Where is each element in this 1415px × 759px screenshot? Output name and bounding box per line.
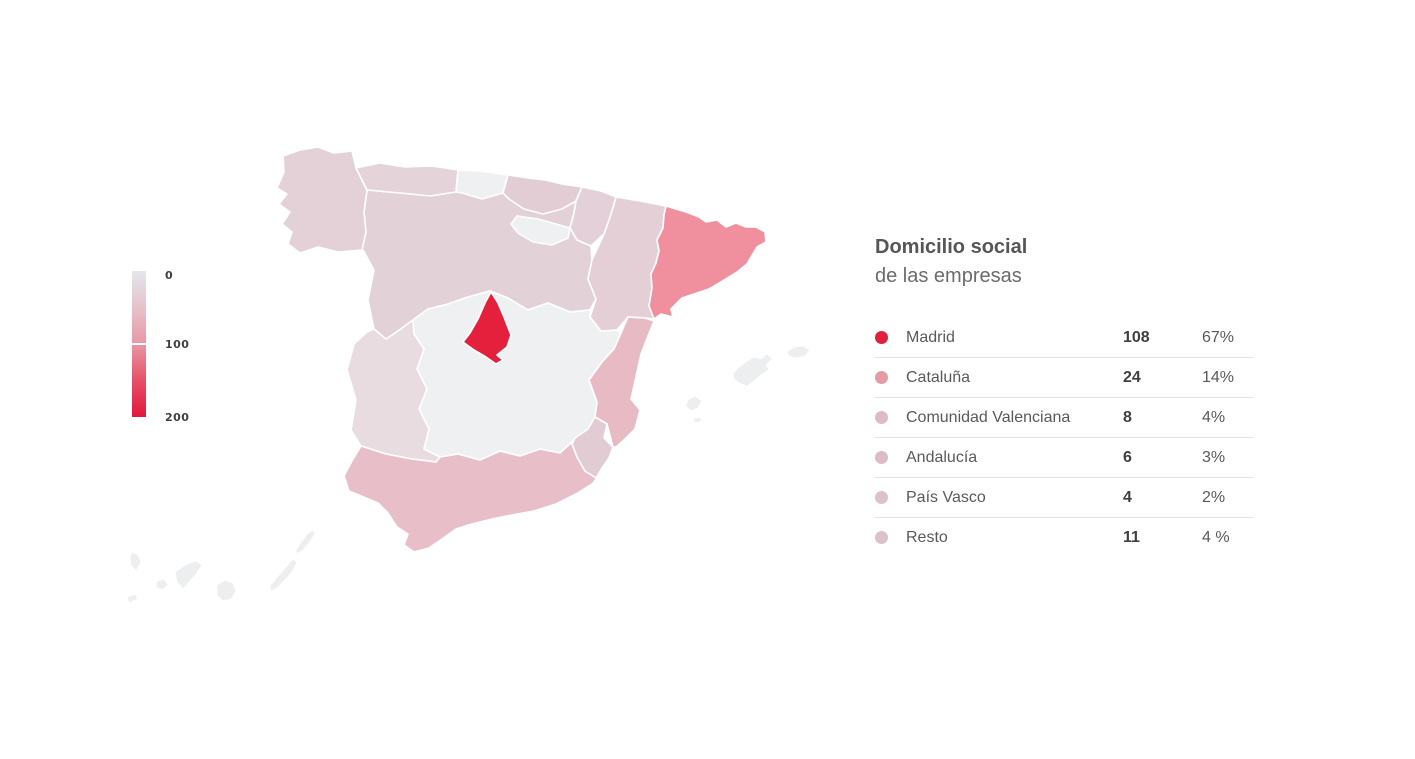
legend-tick-mark [132, 343, 146, 345]
table-row: Cataluña 24 14% [875, 357, 1253, 397]
region-label: Cataluña [906, 368, 971, 386]
map-region-galicia [276, 146, 368, 254]
map-region-cataluna [648, 205, 767, 320]
table-row: Madrid 108 67% [875, 318, 1253, 357]
map-region-extremadura [346, 319, 441, 463]
region-value: 108 [1123, 328, 1150, 346]
island-ibiza [685, 395, 703, 412]
map-region-canarias [126, 529, 316, 604]
table-row: Comunidad Valenciana 8 4% [875, 397, 1253, 437]
region-value: 6 [1123, 448, 1132, 466]
region-label: Comunidad Valenciana [906, 408, 1071, 426]
region-value: 4 [1123, 488, 1132, 506]
table-row: Andalucía 6 3% [875, 437, 1253, 477]
stats-panel: Domicilio social de las empresas Madrid … [875, 233, 1253, 557]
region-label: Resto [906, 528, 948, 546]
panel-subtitle: de las empresas [875, 265, 1022, 287]
island-el-hierro [126, 593, 139, 604]
region-bullet-icon [875, 371, 888, 384]
island-mallorca [732, 353, 773, 387]
region-percent: 4 % [1202, 528, 1230, 546]
map-region-la-rioja [510, 215, 571, 246]
region-bullet-icon [875, 531, 888, 544]
map-region-andalucia [343, 438, 598, 553]
region-percent: 14% [1202, 368, 1235, 386]
island-menorca [786, 345, 811, 359]
map-region-navarra [569, 186, 617, 247]
island-fuerteventura [269, 558, 298, 592]
region-percent: 4% [1202, 408, 1226, 426]
legend-label-mid: 100 [165, 338, 190, 351]
island-la-palma [129, 551, 142, 572]
legend-label-max: 200 [165, 411, 190, 424]
table-row: País Vasco 4 2% [875, 477, 1253, 517]
region-value: 11 [1123, 528, 1140, 546]
region-value: 8 [1123, 408, 1132, 426]
region-bullet-icon [875, 491, 888, 504]
region-label: Andalucía [906, 448, 978, 466]
region-bullet-icon [875, 451, 888, 464]
island-tenerife [174, 560, 203, 590]
island-la-gomera [155, 578, 169, 591]
panel-title: Domicilio social [875, 236, 1028, 258]
region-bullet-icon [875, 331, 888, 344]
region-percent: 3% [1202, 448, 1226, 466]
island-gran-canaria [216, 579, 237, 602]
map-region-valencia [588, 316, 655, 448]
region-percent: 2% [1202, 488, 1226, 506]
map-region-murcia [571, 416, 614, 479]
legend-label-min: 0 [165, 269, 174, 282]
color-scale-legend: 0 100 200 [132, 269, 242, 424]
region-table: Madrid 108 67% Cataluña 24 14% Comunidad… [875, 318, 1253, 557]
island-lanzarote [295, 529, 316, 555]
region-value: 24 [1123, 368, 1141, 386]
region-label: Madrid [906, 328, 955, 346]
island-formentera [692, 416, 703, 424]
table-row: Resto 11 4 % [875, 517, 1253, 557]
map-region-baleares [685, 345, 811, 424]
map-region-pais-vasco [502, 174, 583, 215]
map-region-asturias [355, 162, 459, 197]
region-bullet-icon [875, 411, 888, 424]
map-region-madrid [462, 291, 512, 365]
region-label: País Vasco [906, 488, 986, 506]
map-region-cantabria [455, 169, 509, 200]
region-percent: 67% [1202, 328, 1235, 346]
